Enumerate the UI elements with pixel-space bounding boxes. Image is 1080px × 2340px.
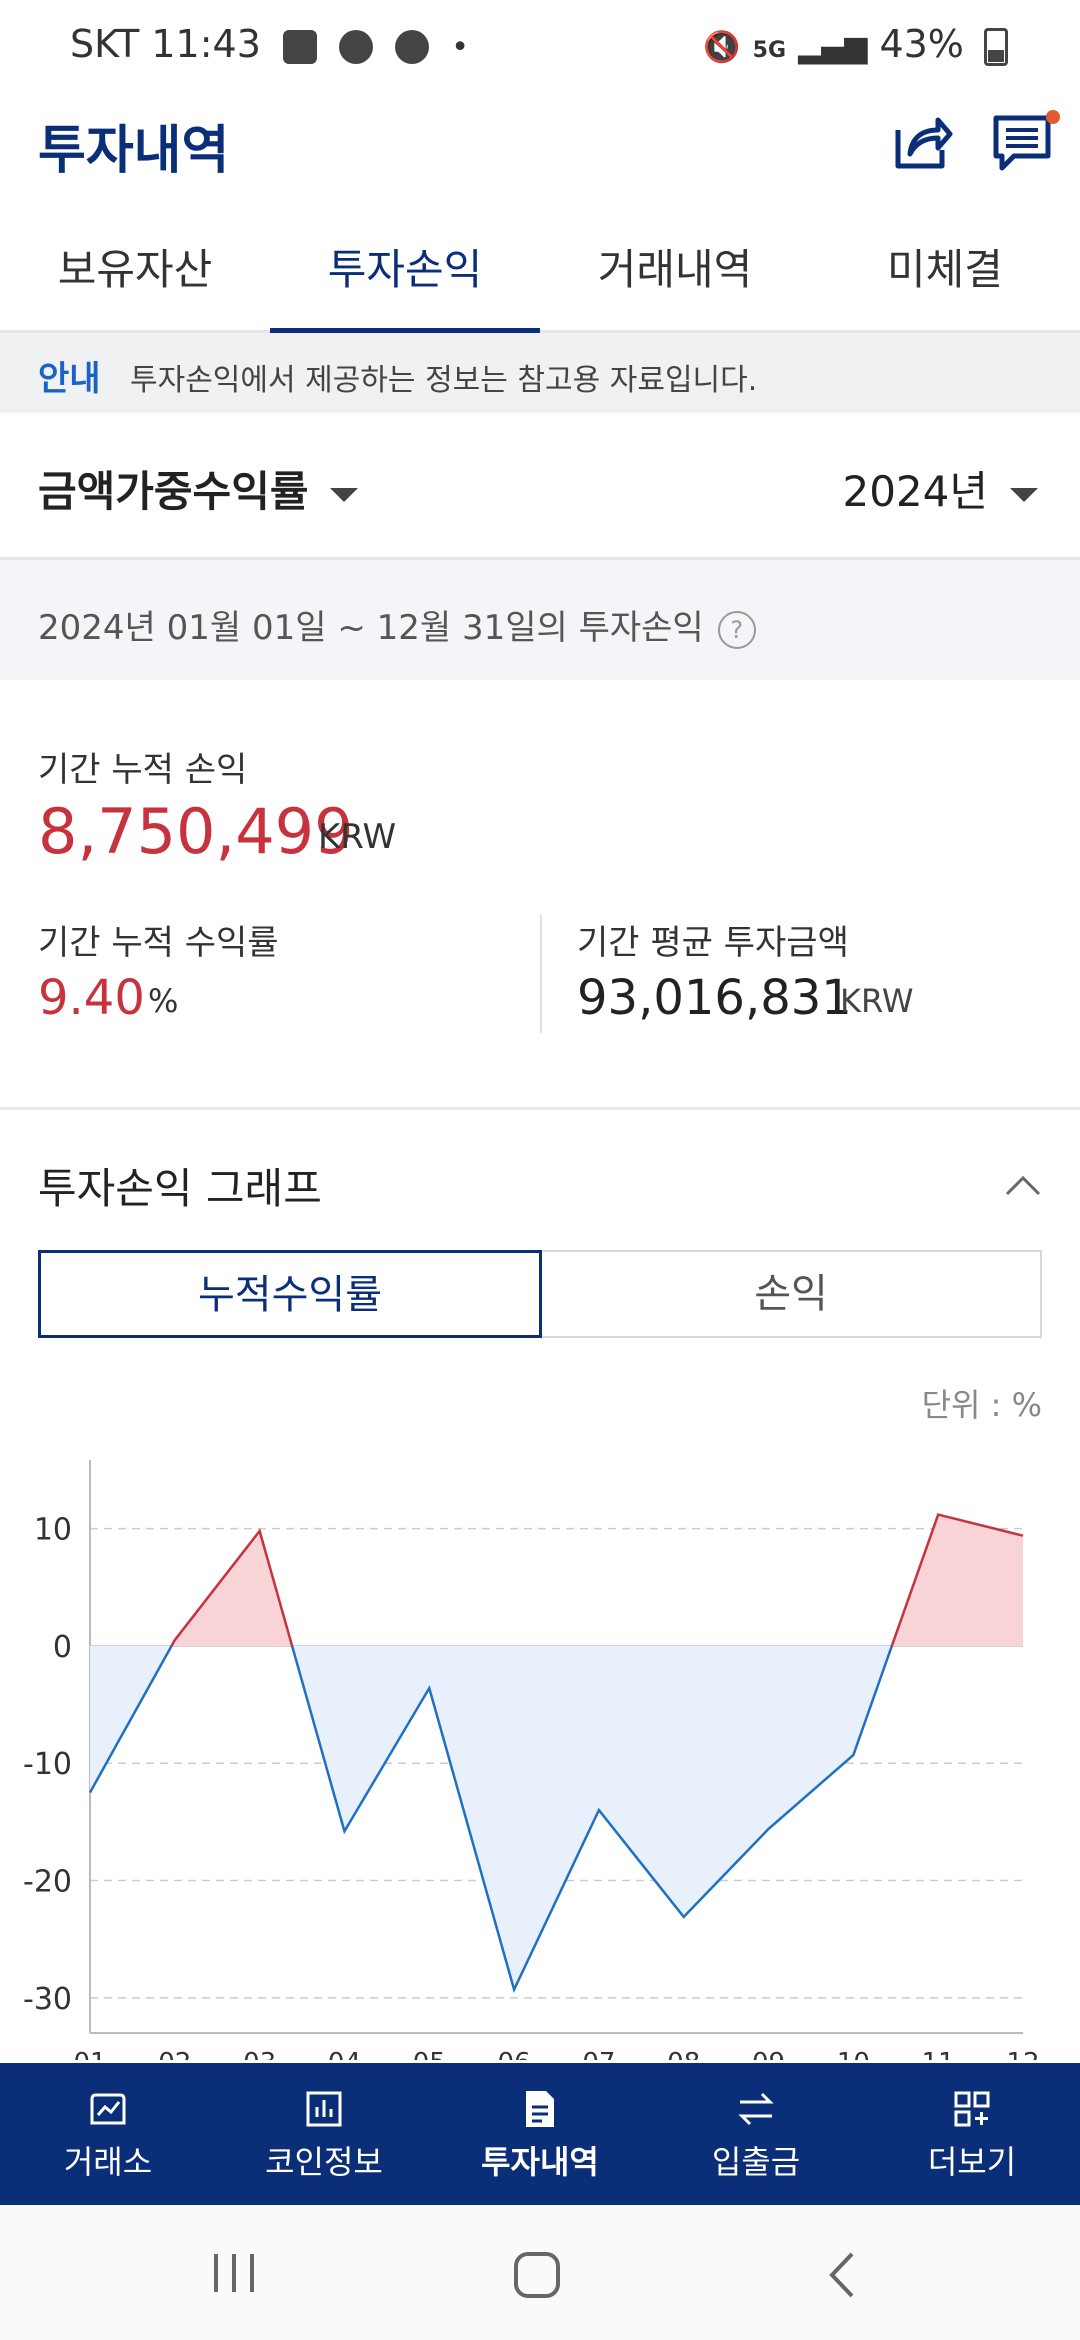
x-tick-label: 06 bbox=[498, 2048, 531, 2060]
x-tick-label: 10 bbox=[837, 2048, 870, 2060]
nav-investment-history[interactable]: 투자내역 bbox=[432, 2063, 648, 2205]
home-icon[interactable] bbox=[512, 2250, 562, 2300]
average-investment-value: 93,016,831 bbox=[577, 970, 852, 1026]
divider bbox=[0, 1107, 1080, 1110]
status-right: 🔇 5G ▂▄▆ 43% bbox=[703, 22, 1008, 66]
tab-open-orders[interactable]: 미체결 bbox=[887, 245, 1003, 294]
unit-note: 단위 : % bbox=[921, 1386, 1042, 1424]
year-dropdown-value: 2024년 bbox=[842, 467, 988, 516]
nav-more-label: 더보기 bbox=[927, 2143, 1017, 2181]
nav-deposit-withdraw[interactable]: 입출금 bbox=[648, 2063, 864, 2205]
back-icon[interactable] bbox=[822, 2250, 862, 2300]
tab-bar: 보유자산 투자손익 거래내역 미체결 bbox=[0, 220, 1080, 333]
y-tick-label: 0 bbox=[53, 1630, 72, 1665]
cumulative-return-value: 9.40 bbox=[38, 970, 145, 1026]
recent-apps-icon[interactable] bbox=[210, 2250, 260, 2296]
page-title: 투자내역 bbox=[38, 121, 230, 181]
talk-icon bbox=[339, 29, 374, 64]
status-bar: SKT 11:43 • 🔇 5G ▂▄▆ 43% bbox=[0, 0, 1080, 96]
coin-info-icon bbox=[306, 2091, 342, 2127]
help-icon[interactable]: ? bbox=[717, 610, 756, 649]
average-investment-label: 기간 평균 투자금액 bbox=[577, 923, 849, 963]
y-tick-label: 10 bbox=[34, 1513, 72, 1548]
x-tick-label: 03 bbox=[243, 2048, 276, 2060]
deposit-withdraw-icon bbox=[738, 2092, 774, 2126]
mute-icon: 🔇 bbox=[703, 30, 741, 65]
chevron-down-icon bbox=[1010, 487, 1038, 502]
tab-transactions[interactable]: 거래내역 bbox=[597, 245, 753, 294]
y-tick-label: -30 bbox=[23, 1982, 72, 2017]
cumulative-return-label: 기간 누적 수익률 bbox=[38, 923, 279, 963]
battery-percent: 43% bbox=[879, 22, 964, 66]
x-tick-label: 12 bbox=[1006, 2048, 1039, 2060]
x-tick-label: 05 bbox=[413, 2048, 446, 2060]
x-tick-label: 08 bbox=[667, 2048, 700, 2060]
notice-text: 투자손익에서 제공하는 정보는 참고용 자료입니다. bbox=[130, 363, 758, 398]
metric-dropdown-value: 금액가중수익률 bbox=[38, 467, 309, 516]
more-icon bbox=[954, 2091, 990, 2127]
notice-label: 안내 bbox=[38, 359, 101, 399]
vertical-divider bbox=[540, 915, 542, 1033]
metric-dropdown[interactable]: 금액가중수익률 bbox=[38, 458, 359, 519]
share-button[interactable] bbox=[890, 110, 954, 174]
cumulative-pl-unit: KRW bbox=[318, 817, 397, 857]
x-tick-label: 11 bbox=[922, 2048, 955, 2060]
cumulative-pl-label: 기간 누적 손익 bbox=[38, 750, 248, 790]
tab-investment-pl[interactable]: 투자손익 bbox=[270, 220, 540, 333]
more-dot-icon: • bbox=[451, 30, 469, 65]
collapse-button[interactable] bbox=[1005, 1168, 1041, 1204]
tab-holdings[interactable]: 보유자산 bbox=[57, 245, 213, 294]
message-icon bbox=[993, 115, 1051, 171]
nav-more[interactable]: 더보기 bbox=[864, 2063, 1080, 2205]
notice-banner: 안내 투자손익에서 제공하는 정보는 참고용 자료입니다. bbox=[0, 333, 1080, 413]
notice-board-button[interactable] bbox=[990, 110, 1060, 174]
period-band: 2024년 01월 01일 ~ 12월 31일의 투자손익? bbox=[0, 560, 1080, 680]
cumulative-return-toggle[interactable]: 누적수익률 bbox=[38, 1250, 542, 1338]
period-text: 2024년 01월 01일 ~ 12월 31일의 투자손익 bbox=[38, 608, 704, 648]
5g-icon: 5G bbox=[752, 38, 787, 63]
status-carrier-time: SKT 11:43 bbox=[70, 22, 261, 66]
nav-deposit-withdraw-label: 입출금 bbox=[711, 2143, 801, 2181]
y-tick-label: -20 bbox=[23, 1865, 72, 1900]
average-investment-unit: KRW bbox=[840, 982, 914, 1020]
x-tick-label: 04 bbox=[328, 2048, 361, 2060]
nav-exchange[interactable]: 거래소 bbox=[0, 2063, 216, 2205]
nav-investment-history-label: 투자내역 bbox=[481, 2143, 599, 2181]
bottom-navigation: 거래소 코인정보 투자내역 입출금 bbox=[0, 2063, 1080, 2205]
x-tick-label: 02 bbox=[158, 2048, 191, 2060]
x-tick-label: 01 bbox=[73, 2048, 106, 2060]
new-badge bbox=[1046, 110, 1060, 124]
divider bbox=[0, 557, 1080, 560]
investment-history-icon bbox=[526, 2091, 554, 2127]
signal-icon: ▂▄▆ bbox=[798, 30, 868, 65]
graph-toggle: 누적수익률 손익 bbox=[38, 1250, 1042, 1338]
negative-line bbox=[88, 1645, 894, 1994]
x-tick-label: 09 bbox=[752, 2048, 785, 2060]
y-tick-label: -10 bbox=[23, 1747, 72, 1782]
x-tick-label: 07 bbox=[582, 2048, 615, 2060]
nav-exchange-label: 거래소 bbox=[63, 2143, 153, 2181]
year-dropdown[interactable]: 2024년 bbox=[842, 458, 1038, 519]
chevron-up-icon bbox=[1005, 1175, 1041, 1196]
pl-toggle[interactable]: 손익 bbox=[542, 1250, 1042, 1338]
share-icon bbox=[895, 117, 953, 169]
exchange-icon bbox=[90, 2093, 126, 2125]
nav-coin-info-label: 코인정보 bbox=[265, 2143, 383, 2181]
battery-icon bbox=[984, 27, 1008, 66]
status-time: SKT 11:43 • bbox=[70, 22, 469, 66]
cumulative-pl-value: 8,750,499 bbox=[38, 795, 354, 868]
gallery-icon bbox=[282, 29, 317, 64]
nav-coin-info[interactable]: 코인정보 bbox=[216, 2063, 432, 2205]
positive-area bbox=[171, 1514, 1023, 1646]
system-navigation-bar bbox=[0, 2205, 1080, 2340]
negative-area bbox=[90, 1645, 1023, 1990]
starbucks-icon bbox=[395, 29, 430, 64]
graph-title: 투자손익 그래프 bbox=[38, 1164, 322, 1213]
cumulative-return-unit: % bbox=[148, 982, 179, 1020]
cumulative-return-chart: 10 0 -10 -20 -30 01 02 03 04 05 06 07 08 09 10 11 12 bbox=[23, 1460, 1040, 2060]
chevron-down-icon bbox=[330, 487, 359, 502]
period-text-row: 2024년 01월 01일 ~ 12월 31일의 투자손익? bbox=[38, 600, 756, 649]
positive-line bbox=[170, 1513, 1024, 1646]
